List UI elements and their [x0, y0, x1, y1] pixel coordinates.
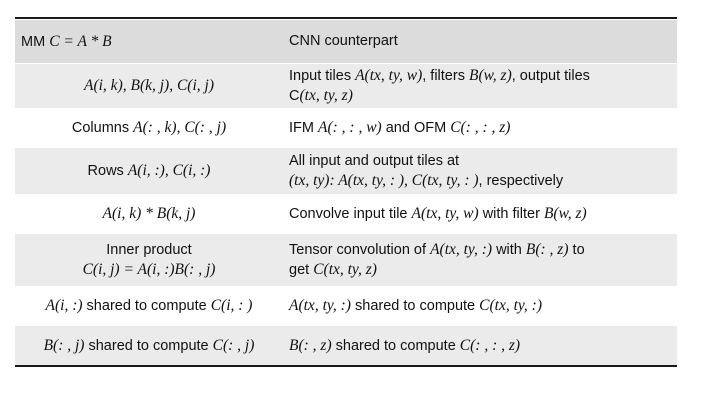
math-expression: A(: , : , w)	[318, 119, 382, 136]
text-fragment: and OFM	[381, 120, 451, 136]
math-expression: C(: , : , z)	[450, 119, 511, 136]
text-fragment: C	[289, 88, 300, 104]
table-header-row: MM C = A * B CNN counterpart	[15, 19, 677, 63]
math-expression: A(tx, ty, w)	[355, 67, 423, 84]
header-cell-cnn: CNN counterpart	[283, 32, 677, 51]
cnn-cell-line: A(tx, ty, :) shared to compute C(tx, ty,…	[289, 296, 669, 316]
mm-cell: A(i, k) * B(k, j)	[15, 204, 283, 224]
text-fragment: All input and output tiles at	[289, 152, 460, 169]
cnn-cell: Tensor convolution of A(tx, ty, :) with …	[283, 240, 677, 280]
math-expression: A(i, :)	[45, 297, 83, 314]
header-cell-mm: MM C = A * B	[15, 32, 283, 52]
mm-cell-line: Inner product	[21, 241, 277, 260]
text-fragment: with filter	[478, 206, 544, 222]
text-fragment: , output tiles	[511, 68, 590, 84]
table-top-rule	[15, 17, 677, 19]
cnn-cell-line: Tensor convolution of A(tx, ty, :) with …	[289, 240, 669, 260]
header-mm-label: MM	[21, 33, 46, 50]
text-fragment: shared to compute	[82, 298, 211, 314]
math-expression: C(tx, ty, :)	[479, 297, 542, 314]
mm-cell: Rows A(i, :), C(i, :)	[15, 161, 283, 181]
text-fragment: with	[492, 242, 526, 258]
cnn-cell-line: Convolve input tile A(tx, ty, w) with fi…	[289, 204, 669, 224]
text-fragment: Input tiles	[289, 68, 356, 84]
header-cnn-label: CNN counterpart	[289, 33, 398, 49]
math-expression: B(: , z)	[289, 336, 332, 354]
math-expression: C(i, : )	[210, 297, 253, 314]
math-expression: C(i, j) = A(i, :)B(: , j)	[82, 260, 216, 278]
math-expression: A(tx, ty, w)	[411, 205, 479, 222]
text-fragment: Tensor convolution of	[289, 242, 431, 258]
text-fragment: get	[289, 262, 314, 278]
mm-cell: Columns A(: , k), C(: , j)	[15, 118, 283, 138]
text-fragment: shared to compute	[84, 337, 213, 354]
cnn-cell-line: All input and output tiles at	[289, 152, 669, 171]
text-fragment: , respectively	[478, 172, 564, 189]
cnn-cell: IFM A(: , : , w) and OFM C(: , : , z)	[283, 118, 677, 138]
cnn-cell-line: (tx, ty): A(tx, ty, : ), C(tx, ty, : ), …	[289, 171, 669, 191]
text-fragment: Inner product	[106, 241, 192, 258]
text-fragment: Rows	[87, 163, 128, 179]
text-fragment: Columns	[71, 120, 134, 136]
math-expression: C(: , j)	[212, 336, 255, 354]
math-expression: C(: , : , z)	[459, 336, 521, 354]
table-row: B(: , j) shared to compute C(: , j) B(: ,…	[15, 325, 677, 365]
math-expression: C(tx, ty, z)	[313, 261, 377, 278]
cnn-cell: Input tiles A(tx, ty, w), filters B(w, z…	[283, 66, 677, 106]
text-fragment: to	[568, 242, 585, 258]
table-row: A(i, :) shared to compute C(i, : ) A(tx, …	[15, 286, 677, 325]
text-fragment: shared to compute	[350, 298, 480, 314]
cnn-cell: Convolve input tile A(tx, ty, w) with fi…	[283, 204, 677, 224]
cnn-cell-line: B(: , z) shared to compute C(: , : , z)	[289, 336, 669, 356]
table-bottom-rule	[15, 365, 677, 367]
math-expression: A(tx, ty, :)	[430, 241, 493, 258]
table-row: A(i, k) * B(k, j) Convolve input tile A(t…	[15, 194, 677, 233]
comparison-table: MM C = A * B CNN counterpart A(i, k), B(…	[15, 17, 677, 367]
math-expression: B(w, z)	[543, 205, 587, 222]
cnn-cell: A(tx, ty, :) shared to compute C(tx, ty,…	[283, 296, 677, 316]
mm-cell: B(: , j) shared to compute C(: , j)	[15, 336, 283, 356]
math-expression: B(: , z)	[525, 241, 569, 258]
math-expression: B(w, z)	[468, 67, 512, 84]
cnn-cell-line: IFM A(: , : , w) and OFM C(: , : , z)	[289, 118, 669, 138]
mm-cell: Inner product C(i, j) = A(i, :)B(: , j)	[15, 241, 283, 280]
cnn-cell: All input and output tiles at (tx, ty): A…	[283, 152, 677, 191]
table-row: A(i, k), B(k, j), C(i, j) Input tiles A(t…	[15, 63, 677, 108]
math-expression: A(i, :), C(i, :)	[127, 162, 211, 179]
text-fragment: IFM	[289, 120, 318, 136]
math-expression: (tx, ty, z)	[299, 87, 353, 104]
cnn-cell-line: get C(tx, ty, z)	[289, 260, 669, 280]
cnn-cell: B(: , z) shared to compute C(: , : , z)	[283, 336, 677, 356]
math-expression: A(tx, ty, :)	[289, 297, 351, 314]
text-fragment: , filters	[422, 68, 469, 84]
mm-cell-line: C(i, j) = A(i, :)B(: , j)	[21, 260, 277, 280]
table-body: A(i, k), B(k, j), C(i, j) Input tiles A(t…	[15, 63, 677, 365]
text-fragment: Convolve input tile	[289, 206, 412, 222]
math-expression: A(i, k) * B(k, j)	[102, 205, 196, 222]
header-mm-formula: C = A * B	[49, 32, 112, 50]
table-row: Rows A(i, :), C(i, :) All input and outpu…	[15, 147, 677, 194]
cnn-cell-line: Input tiles A(tx, ty, w), filters B(w, z…	[289, 66, 669, 86]
table-row: Columns A(: , k), C(: , j) IFM A(: , : , …	[15, 108, 677, 147]
mm-cell: A(i, :) shared to compute C(i, : )	[15, 296, 283, 316]
math-expression: A(: , k), C(: , j)	[133, 119, 227, 136]
mm-cell: A(i, k), B(k, j), C(i, j)	[15, 76, 283, 96]
math-expression: A(i, k), B(k, j), C(i, j)	[84, 77, 214, 94]
table-row: Inner product C(i, j) = A(i, :)B(: , j) Te…	[15, 233, 677, 286]
cnn-cell-line: C(tx, ty, z)	[289, 86, 669, 106]
text-fragment: shared to compute	[331, 337, 460, 354]
math-expression: B(: , j)	[43, 336, 85, 354]
math-expression: (tx, ty): A(tx, ty, : ), C(tx, ty, : )	[289, 171, 479, 189]
